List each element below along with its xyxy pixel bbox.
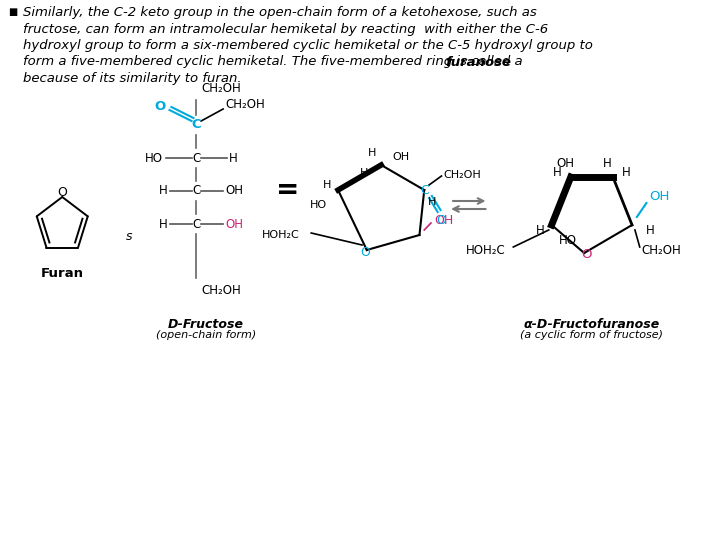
- Text: OH: OH: [557, 157, 575, 170]
- Text: (a cyclic form of fructose): (a cyclic form of fructose): [521, 330, 663, 340]
- Text: H: H: [645, 224, 654, 237]
- Text: H: H: [229, 152, 238, 165]
- Text: hydroxyl group to form a six-membered cyclic hemiketal or the C-5 hydroxyl group: hydroxyl group to form a six-membered cy…: [23, 39, 593, 52]
- Text: O: O: [581, 248, 591, 261]
- Text: HOH₂C: HOH₂C: [466, 244, 505, 256]
- Text: OH: OH: [649, 191, 670, 204]
- Text: D-Fructose: D-Fructose: [168, 318, 244, 331]
- Text: O: O: [154, 100, 166, 113]
- Text: H: H: [323, 180, 330, 190]
- Text: form a five-membered cyclic hemiketal. The five-membered ring is called a: form a five-membered cyclic hemiketal. T…: [23, 56, 527, 69]
- Text: HO: HO: [310, 200, 327, 210]
- Text: C: C: [192, 152, 200, 165]
- Text: HOH₂C: HOH₂C: [262, 230, 300, 240]
- Text: fructose, can form an intramolecular hemiketal by reacting  with either the C-6: fructose, can form an intramolecular hem…: [23, 23, 548, 36]
- Text: H: H: [159, 185, 168, 198]
- Text: CH₂OH: CH₂OH: [201, 284, 241, 296]
- Text: OH: OH: [434, 213, 453, 226]
- Text: OH: OH: [392, 152, 410, 162]
- Text: H: H: [367, 148, 376, 158]
- Text: C: C: [192, 185, 200, 198]
- Text: furanose: furanose: [445, 56, 511, 69]
- Text: OH: OH: [225, 185, 243, 198]
- Text: C: C: [420, 184, 428, 197]
- Text: C: C: [192, 218, 200, 231]
- Text: HO: HO: [145, 152, 163, 165]
- Text: O: O: [360, 246, 370, 259]
- Text: Furan: Furan: [41, 267, 84, 280]
- Text: H: H: [428, 197, 436, 207]
- Text: C: C: [192, 118, 201, 132]
- Text: H: H: [603, 157, 612, 170]
- Text: H: H: [622, 165, 631, 179]
- Text: O: O: [58, 186, 67, 199]
- Text: CH₂OH: CH₂OH: [444, 170, 481, 180]
- Text: H: H: [553, 165, 562, 179]
- Text: CH₂OH: CH₂OH: [201, 82, 241, 94]
- Text: OH: OH: [225, 218, 243, 231]
- Text: HO: HO: [559, 233, 577, 246]
- Text: (open-chain form): (open-chain form): [156, 330, 256, 340]
- Text: O: O: [436, 213, 446, 226]
- Text: because of its similarity to furan.: because of its similarity to furan.: [23, 72, 242, 85]
- Text: CH₂OH: CH₂OH: [642, 244, 681, 256]
- Text: H: H: [159, 218, 168, 231]
- Text: =: =: [276, 176, 299, 204]
- Text: H: H: [536, 224, 544, 237]
- Text: H: H: [360, 168, 368, 178]
- Text: α-D-Fructofuranose: α-D-Fructofuranose: [523, 318, 660, 331]
- Text: CH₂OH: CH₂OH: [225, 98, 265, 111]
- Text: s: s: [126, 230, 132, 242]
- Text: ■: ■: [8, 7, 17, 17]
- Text: Similarly, the C-2 keto group in the open-chain form of a ketohexose, such as: Similarly, the C-2 keto group in the ope…: [23, 6, 536, 19]
